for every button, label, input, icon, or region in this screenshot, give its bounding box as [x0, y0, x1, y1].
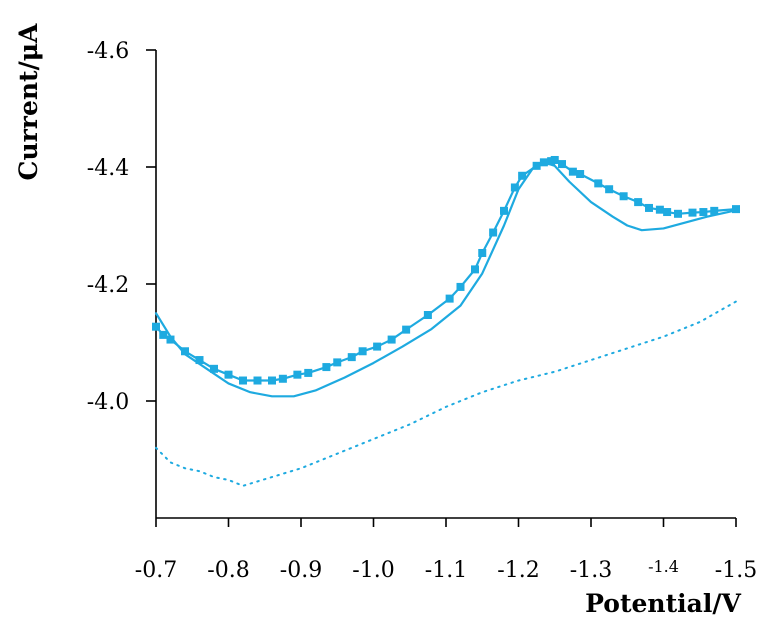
series-1-square-marker [253, 376, 262, 385]
y-tick-label: -4.0 [87, 390, 129, 415]
x-tick-label: -1.4 [648, 557, 679, 576]
x-tick-label: -1.0 [352, 558, 394, 583]
series-1-square-marker [732, 205, 740, 214]
x-tick-label: -1.3 [570, 558, 612, 583]
x-tick-label: -1.2 [497, 558, 539, 583]
series-1-square-marker [471, 265, 479, 274]
series-1-square-marker [387, 335, 396, 344]
series-1-square-marker [456, 282, 465, 291]
series-1-square-marker [181, 347, 189, 356]
series-1-square-marker [489, 228, 498, 237]
series-1-square-marker [699, 208, 708, 217]
ticks-layer: -4.0 -4.2 -4.4 -4.6 -0.7 -0.8 -0.9 -1.0 -1.1 -1.2… [87, 39, 757, 583]
series-1-square-marker [594, 179, 603, 188]
series-1-square-marker [278, 374, 287, 383]
series-1-square-marker [159, 330, 168, 339]
series-1-square-marker [195, 356, 204, 365]
series-line-3 [155, 300, 737, 487]
series-1-square-marker [576, 170, 585, 179]
x-tick-label: -0.7 [135, 558, 177, 583]
series-1-square-marker [655, 205, 664, 214]
series-1-square-marker [166, 335, 175, 344]
x-axis-title: Potential/V [585, 589, 741, 618]
series-1-square-marker [358, 347, 367, 356]
x-tick-label: -0.9 [280, 558, 322, 583]
series-1-square-marker [347, 353, 356, 362]
series-1-square-marker [304, 368, 313, 377]
series-1-square-marker [239, 376, 247, 385]
series-1-square-marker [558, 160, 566, 169]
series-1-square-marker [152, 322, 160, 331]
series-1-square-marker [500, 206, 508, 215]
series-1-square-marker [568, 167, 577, 176]
series-1-square-marker [688, 208, 697, 217]
y-axis-title: Current/μA [14, 23, 43, 180]
series-1-square-marker [210, 364, 218, 373]
y-tick-label: -4.6 [87, 39, 129, 64]
series-1-square-marker [478, 248, 487, 257]
series-1-square-marker [634, 198, 643, 207]
axes-layer [155, 50, 736, 519]
series-1-square-marker [224, 370, 233, 379]
x-tick-label: -1.1 [425, 558, 467, 583]
x-tick-label: -1.5 [715, 558, 757, 583]
series-1-square-marker [605, 185, 614, 194]
series-1-square-marker [445, 294, 454, 303]
series-1-square-marker [423, 311, 432, 319]
series-1-square-marker [518, 171, 527, 180]
series-1-square-marker [322, 363, 331, 372]
series-1-square-marker [645, 203, 653, 212]
series-1-square-marker [663, 208, 672, 217]
series-1-square-marker [333, 358, 342, 367]
series-1-square-marker [710, 206, 719, 215]
series-1-square-marker [619, 192, 628, 201]
y-tick-label: -4.2 [87, 273, 129, 298]
series-1-square-marker [402, 325, 411, 334]
x-tick-label: -0.8 [207, 558, 249, 583]
series-1-square-marker [268, 376, 276, 385]
series-1-square-marker [550, 155, 559, 164]
series-1-square-marker [293, 370, 302, 379]
series-1-square-marker [674, 209, 682, 218]
series-line-2 [154, 161, 738, 398]
y-tick-label: -4.4 [87, 156, 129, 181]
series-line-1 [154, 158, 738, 382]
series-1-square-marker [373, 342, 382, 351]
series-1-square-marker [510, 183, 519, 192]
series-layer [152, 155, 740, 487]
